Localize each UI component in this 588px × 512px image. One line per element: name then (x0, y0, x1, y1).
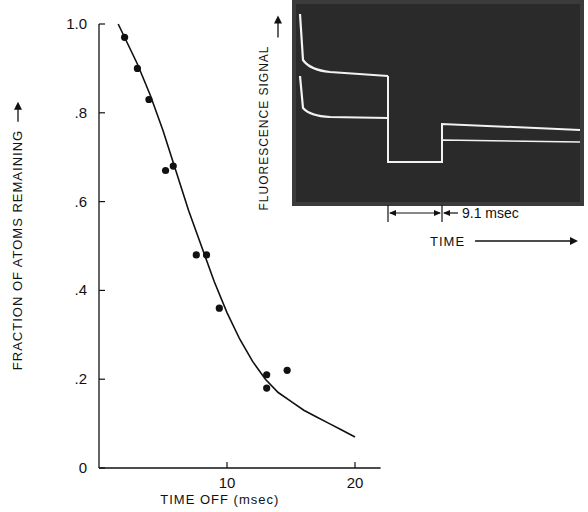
inset-trace (300, 76, 388, 118)
inset-trace (388, 76, 580, 162)
y-tick (99, 112, 105, 113)
y-title-arrowhead (14, 102, 22, 110)
inset-bracket (390, 212, 440, 213)
x-axis-title: TIME OFF (msec) (160, 492, 279, 507)
inset-interval-label: 9.1 msec (462, 205, 519, 221)
y-tick-label: .8 (74, 104, 87, 121)
inset-trace (300, 14, 388, 76)
y-tick (99, 467, 105, 468)
inset-y-arrow (277, 21, 278, 37)
y-tick-label: 1.0 (66, 15, 87, 32)
data-point (263, 384, 270, 391)
y-axis (98, 24, 99, 468)
inset-screen (292, 0, 584, 206)
x-tick (354, 462, 355, 468)
data-point (216, 305, 223, 312)
y-tick-label: .4 (74, 281, 87, 298)
inset-trace (388, 118, 580, 162)
data-point (193, 251, 200, 258)
inset-bracket (387, 205, 388, 222)
inset-x-arrowhead (570, 237, 578, 245)
chart: 0 .2 .4 .6 .8 1.0 10 20 TIME OFF (msec) FRACTION … (0, 0, 588, 512)
y-tick-label: 0 (79, 459, 87, 476)
y-tick (99, 290, 105, 291)
inset-x-label: TIME (430, 234, 465, 249)
inset-bracket-arrow (443, 210, 450, 216)
inset-y-arrowhead (274, 15, 282, 23)
y-tick-label: .2 (74, 370, 87, 387)
x-tick (226, 462, 227, 468)
x-axis (99, 467, 381, 468)
data-point (284, 367, 291, 374)
data-point (162, 167, 169, 174)
inset-x-arrow (475, 240, 572, 241)
x-tick-label: 20 (347, 474, 364, 491)
inset-bracket (441, 205, 442, 222)
y-tick-label: .6 (74, 193, 87, 210)
y-tick (99, 23, 105, 24)
inset-bracket-arrow (389, 210, 441, 216)
inset-screen-inner (296, 4, 580, 202)
y-tick (99, 379, 105, 380)
x-tick-label: 10 (219, 474, 236, 491)
y-tick (99, 201, 105, 202)
inset-y-label: FLUORESCENCE SIGNAL (257, 45, 271, 210)
y-axis-title: FRACTION OF ATOMS REMAINING (10, 130, 25, 370)
